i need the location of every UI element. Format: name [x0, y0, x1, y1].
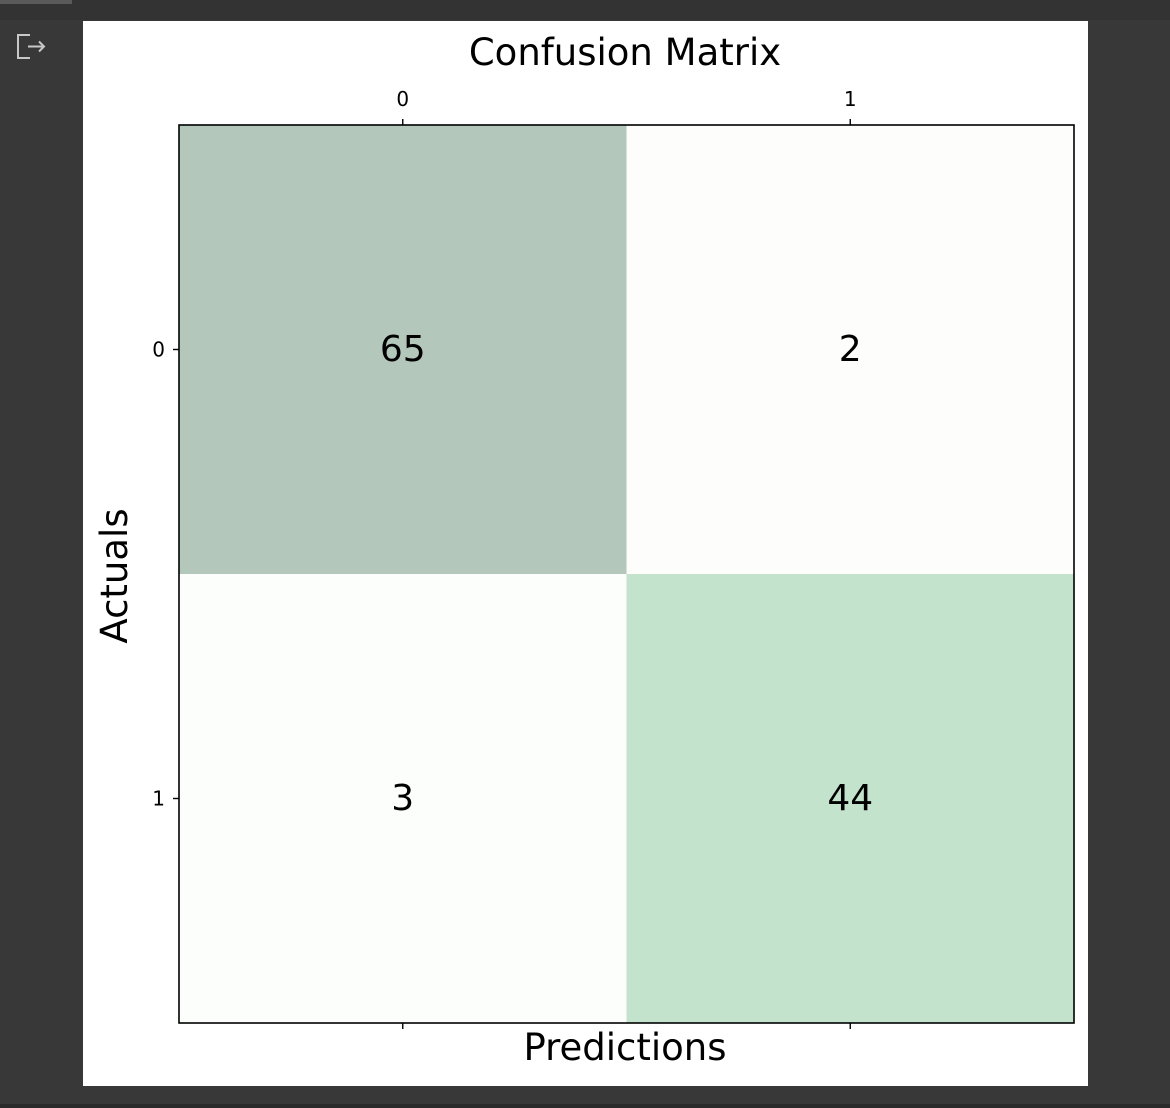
y-tick-label: 1	[152, 787, 165, 811]
output-redirect-icon-svg	[17, 34, 46, 59]
confusion-matrix-chart: Confusion Matrix Predictions Actuals 65 2…	[93, 31, 1075, 1069]
cell-bottom-border	[0, 1104, 1170, 1108]
y-tick-label: 0	[152, 338, 165, 362]
cell-value-label: 2	[839, 329, 862, 370]
heatmap-cell-r0-c0	[179, 125, 627, 574]
confusion-matrix-figure: Confusion Matrix Predictions Actuals 65 2…	[83, 21, 1088, 1086]
chart-title: Confusion Matrix	[469, 31, 781, 74]
cell-top-bar-accent	[0, 0, 72, 4]
x-tick-label: 0	[396, 87, 409, 111]
x-tick-label: 1	[844, 87, 857, 111]
heatmap-cell-r1-c1	[626, 574, 1074, 1023]
plot-frame	[178, 124, 1075, 1024]
x-axis-label: Predictions	[523, 1026, 726, 1069]
heatmap-cell-r0-c1	[626, 125, 1074, 574]
cell-top-bar	[0, 0, 1170, 20]
heatmap-cell-r1-c0	[179, 574, 627, 1023]
cell-value-label: 3	[391, 778, 414, 819]
y-axis-label: Actuals	[93, 508, 136, 643]
cell-value-label: 65	[380, 329, 426, 370]
cell-value-label: 44	[827, 778, 873, 819]
output-redirect-icon[interactable]	[14, 30, 50, 62]
